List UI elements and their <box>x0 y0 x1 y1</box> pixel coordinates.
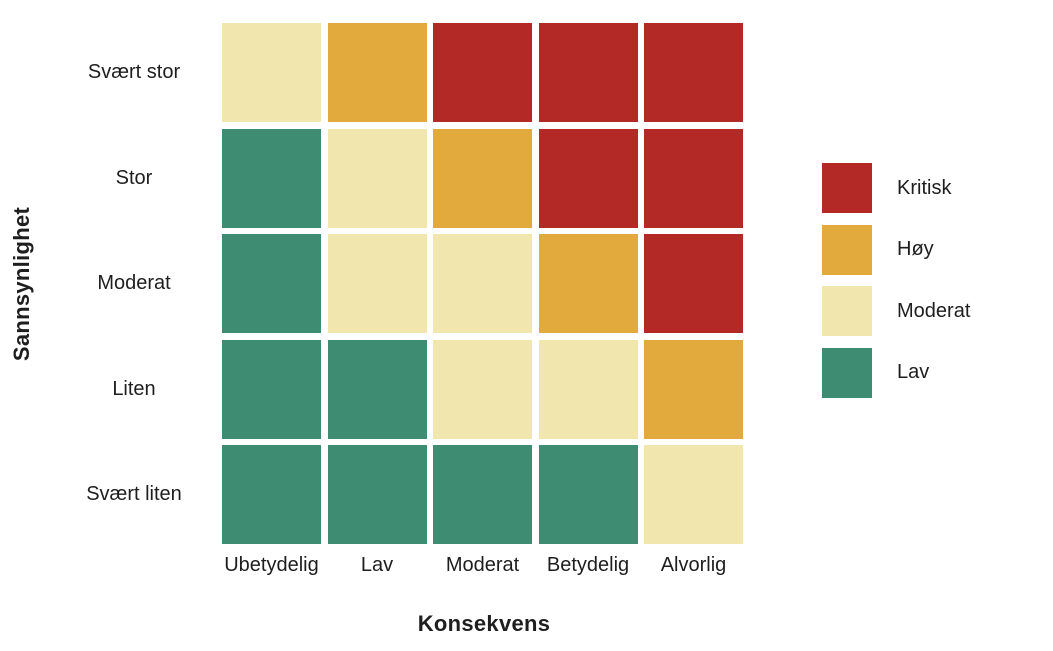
heatmap-cell <box>327 445 427 544</box>
y-tick-label: Svært liten <box>86 483 182 505</box>
heatmap-cell <box>433 128 532 228</box>
heatmap-cell <box>222 128 321 228</box>
legend-item: Høy <box>822 224 970 275</box>
legend-swatch <box>822 347 872 398</box>
y-axis-tick-labels: Svært stor Stor Moderat Liten Svært liten <box>50 23 218 544</box>
legend-swatch <box>822 286 872 336</box>
heatmap-cell <box>644 339 743 439</box>
y-tick-label: Moderat <box>97 272 171 294</box>
legend-item: Moderat <box>822 286 970 336</box>
heatmap-cell <box>644 128 743 228</box>
legend-label: Moderat <box>897 299 971 322</box>
legend-label: Lav <box>897 361 930 383</box>
heatmap-cell <box>433 339 532 439</box>
legend-swatch <box>822 163 872 213</box>
heatmap-cell <box>433 445 532 544</box>
heatmap-cell <box>327 23 427 122</box>
heatmap-cell <box>222 234 321 333</box>
legend-label: Kritisk <box>897 176 952 199</box>
heatmap-cell <box>222 23 321 122</box>
heatmap-cell <box>327 128 427 228</box>
heatmap-cell <box>433 23 532 122</box>
heatmap-cell <box>538 445 638 544</box>
x-tick-label: Ubetydelig <box>224 554 319 576</box>
heatmap-cell <box>538 23 638 122</box>
y-tick-label: Svært stor <box>87 61 181 83</box>
y-tick-label: Stor <box>115 166 153 189</box>
x-tick-label: Lav <box>360 554 394 576</box>
x-tick-label: Moderat <box>445 554 520 576</box>
x-axis-title: Konsekvens <box>417 611 551 636</box>
heatmap-cell <box>327 234 427 333</box>
heatmap-cell <box>644 234 743 333</box>
legend-item: Lav <box>822 347 970 398</box>
legend-label: Høy <box>897 238 934 260</box>
x-tick-label: Alvorlig <box>660 554 727 576</box>
heatmap-cell <box>222 445 321 544</box>
heatmap-cell <box>538 234 638 333</box>
heatmap-cell <box>433 234 532 333</box>
y-tick-label: Liten <box>112 377 156 400</box>
heatmap-cell <box>644 445 743 544</box>
x-axis-tick-labels: Ubetydelig Lav Moderat Betydelig Alvorlig <box>222 554 743 577</box>
legend: Kritisk Høy Moderat Lav <box>822 163 970 398</box>
legend-swatch <box>822 224 872 275</box>
x-tick-label: Betydelig <box>546 554 630 576</box>
legend-item: Kritisk <box>822 163 970 213</box>
heatmap-cell <box>327 339 427 439</box>
y-axis-title: Sannsynlighet <box>9 206 34 362</box>
heatmap-cell <box>222 339 321 439</box>
heatmap-grid <box>222 23 743 544</box>
heatmap-cell <box>538 128 638 228</box>
heatmap-cell <box>644 23 743 122</box>
heatmap-cell <box>538 339 638 439</box>
